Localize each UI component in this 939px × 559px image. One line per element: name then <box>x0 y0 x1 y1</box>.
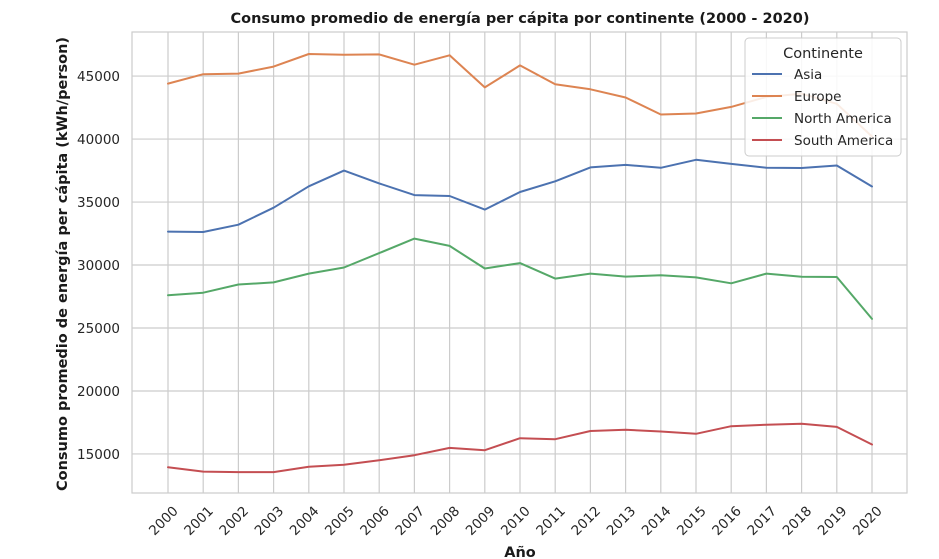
y-tick-label: 35000 <box>77 195 120 211</box>
y-tick-label: 20000 <box>77 384 120 400</box>
y-axis-label: Consumo promedio de energía per cápita (… <box>55 37 71 491</box>
x-tick-label: 2004 <box>287 503 323 539</box>
x-tick-label: 2018 <box>780 503 816 539</box>
x-tick-label: 2003 <box>252 503 288 539</box>
x-tick-label: 2019 <box>815 503 851 539</box>
x-tick-label: 2012 <box>568 503 604 539</box>
legend-label-north-america: North America <box>794 111 892 127</box>
x-tick-label: 2002 <box>216 503 252 539</box>
x-tick-labels: 2000 2001 2002 2003 2004 2005 2006 2007 2008 2009… <box>146 503 886 539</box>
x-tick-label: 2014 <box>639 503 675 539</box>
y-tick-label: 45000 <box>77 69 120 85</box>
y-tick-label: 40000 <box>77 132 120 148</box>
legend-box <box>744 37 902 157</box>
series-line-asia <box>167 158 873 233</box>
y-tick-labels: 15000 20000 25000 30000 35000 40000 45000 <box>77 69 120 463</box>
x-tick-label: 2001 <box>181 503 217 539</box>
chart-title: Consumo promedio de energía per cápita p… <box>231 11 810 27</box>
x-tick-label: 2009 <box>463 503 499 539</box>
x-tick-label: 2016 <box>709 503 745 539</box>
plot-frame <box>131 31 908 494</box>
legend-label-asia: Asia <box>794 67 822 83</box>
x-tick-label: 2020 <box>850 503 886 539</box>
legend-label-europe: Europe <box>794 89 841 105</box>
legend-items: Asia Europe North America South America <box>752 67 893 149</box>
x-tick-label: 2008 <box>428 503 464 539</box>
x-tick-label: 2007 <box>392 503 428 539</box>
x-tick-label: 2000 <box>146 503 182 539</box>
x-tick-label: 2011 <box>533 503 569 539</box>
series-line-south-america <box>167 422 873 474</box>
x-tick-label: 2005 <box>322 503 358 539</box>
x-tick-label: 2010 <box>498 503 534 539</box>
legend-title: Continente <box>783 46 863 62</box>
y-tick-label: 25000 <box>77 321 120 337</box>
y-tick-label: 30000 <box>77 258 120 274</box>
x-axis-label: Año <box>504 545 536 559</box>
x-tick-label: 2017 <box>744 503 780 539</box>
legend: Continente Asia Europe North America South … <box>744 37 902 157</box>
series-lines <box>167 53 873 474</box>
x-tick-label: 2015 <box>674 503 710 539</box>
legend-label-south-america: South America <box>794 133 893 149</box>
x-tick-label: 2013 <box>604 503 640 539</box>
x-tick-label: 2006 <box>357 503 393 539</box>
y-tick-label: 15000 <box>77 447 120 463</box>
series-line-north-america <box>167 237 873 320</box>
